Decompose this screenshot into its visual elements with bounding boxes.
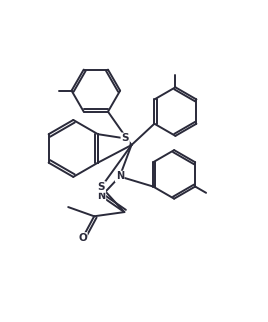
Text: N: N	[116, 172, 124, 182]
Text: S: S	[121, 133, 129, 143]
Text: N: N	[97, 191, 105, 201]
Text: S: S	[98, 182, 105, 192]
Text: O: O	[78, 233, 87, 243]
